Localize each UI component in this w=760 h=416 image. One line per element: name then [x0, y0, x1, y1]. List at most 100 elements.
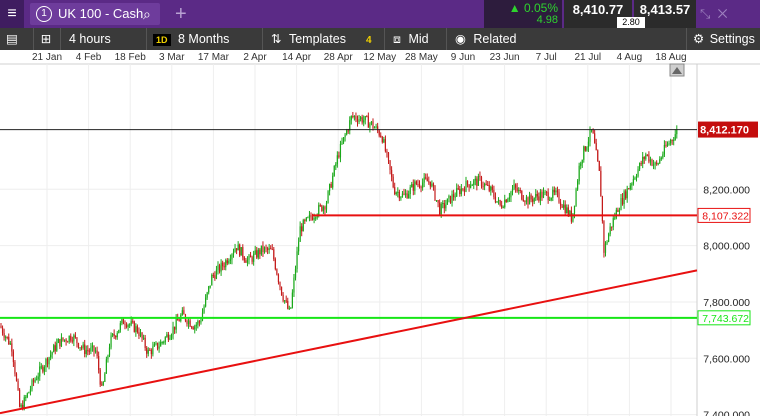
candle-body [53, 345, 55, 353]
plus-icon[interactable]: + [175, 3, 187, 25]
candle-body [670, 140, 672, 144]
candle-body [456, 188, 458, 197]
candle-body [397, 191, 399, 193]
templates-button[interactable]: ⇅ Templates [262, 28, 367, 50]
candle-body [248, 255, 250, 260]
candle-body [63, 339, 66, 341]
candle-body [96, 350, 98, 357]
panel-icon[interactable]: ▤ [6, 32, 18, 46]
candle-body [122, 319, 125, 325]
candle-body [246, 259, 249, 263]
candle-body [635, 176, 638, 179]
instrument-name: UK 100 - Cash [58, 6, 144, 21]
candle-body [440, 203, 442, 215]
y-tick-label: 8,200.000 [703, 184, 750, 196]
candle-body [432, 183, 435, 187]
candle-body [84, 344, 86, 354]
period-selector[interactable]: 1D 8 Months [146, 28, 269, 50]
candle-body [187, 320, 190, 325]
candle-body [401, 193, 404, 197]
settings-button[interactable]: ⚙ Settings [686, 28, 760, 50]
candle-body [542, 191, 545, 198]
candle-body [335, 164, 337, 166]
chart-toolbar: ▤ ⊞ 4 hours 1D 8 Months ⇅ Templates 4 ⧈ … [0, 28, 760, 50]
search-icon[interactable]: ⌕ [143, 6, 151, 22]
candle-body [468, 184, 470, 188]
candle-body [485, 183, 487, 185]
related-button[interactable]: ◉ Related [446, 28, 537, 50]
candle-body [51, 352, 53, 355]
candle-body [511, 188, 514, 192]
y-tick-label: 7,600.000 [703, 353, 750, 365]
candle-body [186, 320, 188, 325]
candle-body [183, 310, 185, 315]
candle-body [556, 190, 559, 193]
candle-body [268, 248, 270, 250]
candle-body [124, 324, 126, 326]
candles-icon: ⧈ [393, 32, 401, 46]
candle-body [553, 189, 555, 193]
candle-body [203, 306, 205, 313]
candle-body [414, 181, 416, 191]
candle-body [431, 183, 433, 187]
candle-body [200, 320, 202, 323]
candle-body [453, 194, 455, 197]
candle-body [98, 356, 100, 370]
sell-price-button[interactable]: 8,410.77 [564, 0, 632, 28]
candle-body [85, 350, 87, 354]
candle-body [460, 188, 462, 195]
spread-value: 2.80 [617, 17, 645, 28]
candle-body [81, 347, 83, 349]
candle-body [671, 140, 673, 142]
collapse-icon[interactable]: ⤡ [700, 6, 711, 21]
candle-body [502, 207, 504, 209]
candle-body [197, 321, 199, 325]
candle-body [544, 191, 546, 193]
candle-body [104, 373, 106, 382]
candle-body [65, 339, 67, 342]
candle-body [555, 190, 557, 193]
interval-selector[interactable]: 4 hours [60, 28, 155, 50]
candle-body [82, 344, 84, 348]
candle-body [211, 274, 213, 286]
candle-body [294, 268, 297, 278]
candle-body [423, 177, 425, 183]
candle-body [606, 241, 608, 244]
candle-body [45, 359, 47, 368]
candle-body [206, 292, 208, 298]
candle-body [305, 217, 307, 221]
candle-body [651, 159, 653, 166]
chart-canvas[interactable]: 21 Jan 4 Feb 18 Feb 3 Mar 17 Mar 2 Apr 14 Apr 2… [0, 50, 760, 416]
candle-body [457, 188, 459, 190]
price-type-selector[interactable]: ⧈ Mid [384, 28, 455, 50]
candle-body [254, 250, 256, 254]
candle-body [236, 248, 238, 251]
layout-grid-icon[interactable]: ⊞ [33, 28, 58, 50]
candle-body [400, 196, 402, 199]
candle-body [223, 266, 225, 268]
candle-body [577, 181, 579, 190]
candle-body [640, 163, 642, 165]
candle-body [649, 159, 652, 162]
candle-body [356, 119, 359, 122]
candle-body [318, 205, 320, 215]
candle-body [143, 337, 145, 339]
y-tick-label: 7,400.000 [703, 410, 750, 416]
instrument-selector[interactable]: 1 UK 100 - Cash ⌕ [30, 3, 160, 25]
close-icon[interactable]: ✕ [717, 6, 728, 21]
candle-body [583, 146, 585, 160]
hamburger-menu-icon[interactable]: ≡ [0, 0, 24, 28]
x-tick-label: 21 Jul [574, 52, 601, 63]
candle-body [480, 177, 483, 187]
candle-body [573, 205, 576, 214]
candle-body [107, 355, 109, 360]
candle-body [32, 380, 35, 382]
level-label: 7,743.672 [702, 313, 749, 325]
price-chart[interactable]: 21 Jan 4 Feb 18 Feb 3 Mar 17 Mar 2 Apr 14 Apr 2… [0, 50, 760, 416]
candle-body [547, 192, 549, 201]
gear-icon: ⚙ [693, 32, 705, 46]
candle-body [34, 379, 36, 382]
level-label: 8,107.322 [702, 210, 749, 222]
candle-body [296, 251, 298, 269]
candle-body [494, 196, 497, 203]
